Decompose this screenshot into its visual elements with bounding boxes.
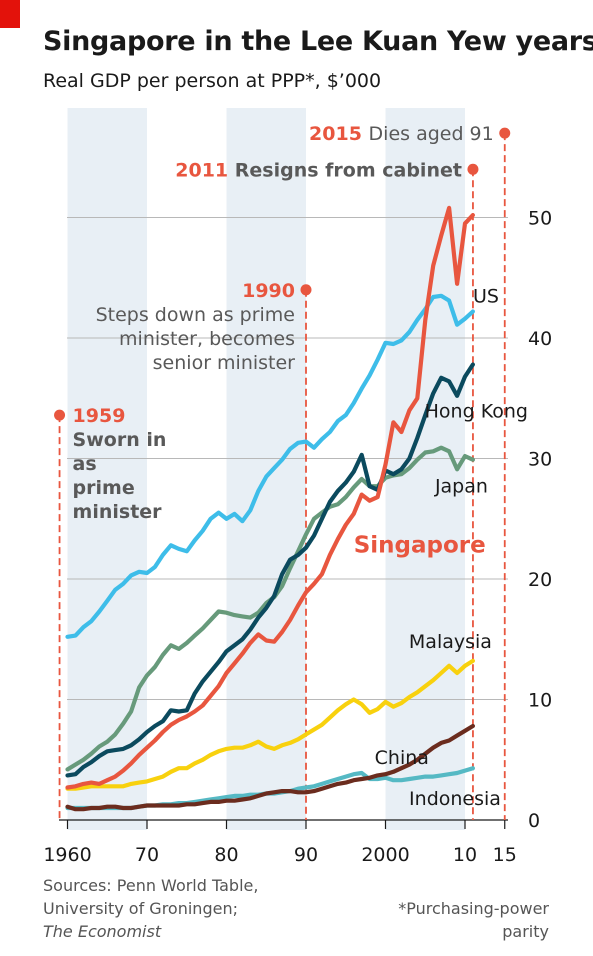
series-label-us: US xyxy=(473,285,499,307)
footnote: *Purchasing-power parity xyxy=(349,897,549,943)
series-line-us xyxy=(65,293,475,639)
series-label-japan: Japan xyxy=(434,476,488,498)
series-label-malaysia: Malaysia xyxy=(409,631,492,653)
series-label-singapore: Singapore xyxy=(354,532,486,558)
series-label-indonesia: Indonesia xyxy=(409,788,501,810)
series-line-hong-kong xyxy=(65,362,475,778)
annotation-2015: 2015 Dies aged 91 xyxy=(309,123,494,145)
source-line-3: The Economist xyxy=(43,922,162,941)
footnote-line-2: parity xyxy=(502,922,549,941)
x-tick-label-2000: 2000 xyxy=(361,844,409,866)
source-note: Sources: Penn World Table, University of… xyxy=(43,874,343,943)
x-tick-label-1990: 90 xyxy=(294,844,318,866)
chart-subtitle: Real GDP per person at PPP*, $’000 xyxy=(43,70,382,92)
line-chart: 0 10 20 30 40 50 1960 70 80 90 2000 10 15 US Hong Kong… xyxy=(43,108,552,866)
annotation-text-line: minister xyxy=(73,501,163,523)
x-tick-label-2015: 15 xyxy=(493,844,517,866)
source-line-1: Sources: Penn World Table, xyxy=(43,876,259,895)
annotation-text-2015: 2015 Dies aged 91 xyxy=(309,123,494,145)
series-line-singapore xyxy=(65,205,475,790)
chart-title: Singapore in the Lee Kuan Yew years xyxy=(43,26,593,57)
y-tick-label-0: 0 xyxy=(528,810,540,832)
annotation-year-2011: 2011 xyxy=(175,159,235,181)
annotation-marker-2015 xyxy=(499,127,511,139)
y-tick-label-50: 50 xyxy=(528,208,552,230)
annotation-text-2011: 2011 Resigns from cabinet xyxy=(175,159,462,181)
source-line-2: University of Groningen; xyxy=(43,899,238,918)
annotation-marker-1990 xyxy=(300,284,312,296)
y-tick-label-10: 10 xyxy=(528,690,552,712)
decade-band-2 xyxy=(385,108,465,830)
series-label-china: China xyxy=(375,747,429,769)
brand-red-tag xyxy=(0,0,20,28)
annotation-year-1990: 1990 xyxy=(242,280,295,302)
annotation-text-line: Steps down as prime xyxy=(96,304,295,326)
annotation-marker-1959 xyxy=(54,409,66,421)
annotation-text-line: Sworn in xyxy=(73,429,167,451)
series-line-malaysia xyxy=(65,658,475,791)
annotation-text-line: minister, becomes xyxy=(119,328,295,350)
annotation-text-line: as xyxy=(73,453,97,475)
y-tick-label-40: 40 xyxy=(528,328,552,350)
annotation-description: Resigns from cabinet xyxy=(235,159,462,181)
x-tick-label-1970: 70 xyxy=(135,844,159,866)
annotation-year-1959: 1959 xyxy=(73,405,126,427)
x-tick-label-2010: 10 xyxy=(453,844,477,866)
annotation-description: Dies aged 91 xyxy=(369,123,494,145)
x-tick-label-1960: 1960 xyxy=(43,844,91,866)
annotation-marker-2011 xyxy=(467,163,479,175)
y-tick-label-20: 20 xyxy=(528,569,552,591)
x-tick-label-1980: 80 xyxy=(214,844,238,866)
annotation-2011: 2011 Resigns from cabinet xyxy=(175,159,462,181)
series-line-china xyxy=(65,723,475,812)
series-label-hong-kong: Hong Kong xyxy=(425,401,528,423)
annotation-year-2015: 2015 xyxy=(309,123,369,145)
footnote-line-1: *Purchasing-power xyxy=(398,899,549,918)
y-tick-label-30: 30 xyxy=(528,449,552,471)
decade-band-1 xyxy=(226,108,306,830)
annotation-text-line: senior minister xyxy=(153,352,296,374)
annotation-text-line: prime xyxy=(73,477,135,499)
